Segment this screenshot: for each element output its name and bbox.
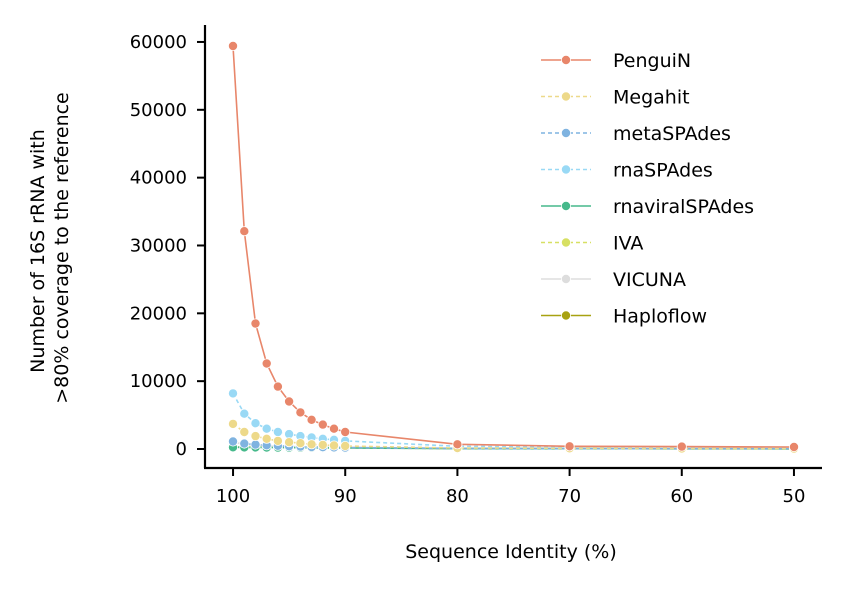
- axes: [203, 25, 822, 470]
- legend: PenguiN Megahit metaSPAdes rnaSPAdes rnavira…: [541, 50, 754, 328]
- legend-item-rnaspades: rnaSPAdes: [541, 160, 713, 182]
- data-point: [676, 441, 687, 452]
- data-point: [227, 418, 238, 429]
- data-point: [239, 408, 250, 419]
- legend-item-metaspades: metaSPAdes: [541, 123, 731, 145]
- data-point: [227, 388, 238, 399]
- data-point: [239, 226, 250, 237]
- y-tick-label: 20000: [130, 303, 187, 324]
- y-tick-label: 30000: [130, 235, 187, 256]
- data-point: [295, 407, 306, 418]
- legend-label: VICUNA: [613, 269, 686, 291]
- legend-item-vicuna: VICUNA: [541, 269, 686, 291]
- data-point: [250, 439, 261, 450]
- y-axis-title-line-1: Number of 16S rRNA with: [27, 129, 49, 373]
- legend-label: metaSPAdes: [613, 123, 731, 145]
- y-axis-title-line-2: >80% coverage to the reference: [51, 92, 73, 404]
- legend-marker: [561, 91, 572, 102]
- data-point: [328, 423, 339, 434]
- data-point: [284, 437, 295, 448]
- data-point: [272, 435, 283, 446]
- legend-item-iva: IVA: [541, 233, 643, 255]
- legend-label: PenguiN: [613, 50, 691, 72]
- x-axis-title: Sequence Identity (%): [405, 541, 617, 563]
- data-point: [227, 436, 238, 447]
- data-point: [340, 440, 351, 451]
- y-tick-label: 50000: [130, 100, 187, 121]
- data-point: [452, 439, 463, 450]
- x-tick-label: 90: [334, 486, 357, 507]
- data-point: [340, 426, 351, 437]
- legend-marker: [561, 200, 572, 211]
- ticks: 100 90 80 70 60 50 0 10000 20000 30000 40000 50000 6…: [130, 32, 806, 507]
- data-point: [317, 439, 328, 450]
- legend-marker: [561, 273, 572, 284]
- data-point: [261, 433, 272, 444]
- data-point: [261, 423, 272, 434]
- data-point: [272, 426, 283, 437]
- data-point: [306, 439, 317, 450]
- legend-label: rnaviralSPAdes: [613, 196, 754, 218]
- y-axis-title: Number of 16S rRNA with >80% coverage to…: [27, 92, 73, 404]
- y-tick-label: 40000: [130, 168, 187, 189]
- data-point: [564, 441, 575, 452]
- legend-label: Haploflow: [613, 306, 707, 328]
- data-point: [261, 358, 272, 369]
- series-line: [232, 45, 795, 448]
- data-point: [328, 440, 339, 451]
- series-penguin: [227, 41, 800, 452]
- legend-marker: [561, 237, 572, 248]
- legend-label: rnaSPAdes: [613, 160, 713, 182]
- data-point: [317, 419, 328, 430]
- legend-marker: [561, 310, 572, 321]
- data-point: [306, 414, 317, 425]
- y-tick-label: 0: [176, 439, 187, 460]
- data-point: [227, 41, 238, 52]
- data-point: [272, 381, 283, 392]
- legend-item-rnaviralspades: rnaviralSPAdes: [541, 196, 754, 218]
- legend-item-megahit: Megahit: [541, 87, 690, 109]
- series-line: [232, 393, 795, 449]
- legend-marker: [561, 55, 572, 66]
- data-point: [250, 418, 261, 429]
- data-point: [284, 396, 295, 407]
- legend-item-haploflow: Haploflow: [541, 306, 707, 328]
- x-tick-label: 50: [783, 486, 806, 507]
- legend-item-penguin: PenguiN: [541, 50, 691, 72]
- y-tick-label: 60000: [130, 32, 187, 53]
- data-point: [250, 431, 261, 442]
- legend-label: IVA: [613, 233, 643, 255]
- data-point: [250, 318, 261, 329]
- legend-marker: [561, 164, 572, 175]
- x-tick-label: 60: [670, 486, 693, 507]
- legend-label: Megahit: [613, 87, 690, 109]
- data-point: [295, 438, 306, 449]
- data-point: [789, 441, 800, 452]
- series: [227, 41, 800, 454]
- data-point: [239, 438, 250, 449]
- x-tick-label: 70: [558, 486, 581, 507]
- x-tick-label: 80: [446, 486, 469, 507]
- data-point: [239, 426, 250, 437]
- y-tick-label: 10000: [130, 371, 187, 392]
- legend-marker: [561, 127, 572, 138]
- x-tick-label: 100: [216, 486, 250, 507]
